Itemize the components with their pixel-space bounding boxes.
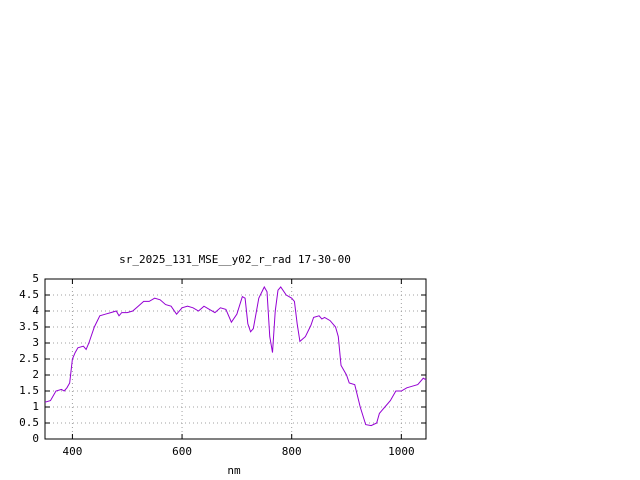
y-tick-label: 0.5 (19, 416, 39, 429)
chart-title: sr_2025_131_MSE__y02_r_rad 17-30-00 (119, 253, 351, 266)
y-tick-label: 3.5 (19, 320, 39, 333)
x-tick-label: 400 (62, 445, 82, 458)
x-tick-label: 1000 (388, 445, 415, 458)
y-tick-label: 2.5 (19, 352, 39, 365)
y-tick-label: 5 (32, 272, 39, 285)
x-axis-label: nm (227, 464, 241, 477)
y-tick-label: 4 (32, 304, 39, 317)
y-tick-label: 1 (32, 400, 39, 413)
plot-frame (44, 278, 427, 440)
data-line (44, 285, 427, 427)
x-tick-label: 800 (282, 445, 302, 458)
y-tick-label: 1.5 (19, 384, 39, 397)
y-tick-label: 0 (32, 432, 39, 445)
y-tick-label: 4.5 (19, 288, 39, 301)
y-tick-label: 2 (32, 368, 39, 381)
x-tick-label: 600 (172, 445, 192, 458)
y-tick-label: 3 (32, 336, 39, 349)
